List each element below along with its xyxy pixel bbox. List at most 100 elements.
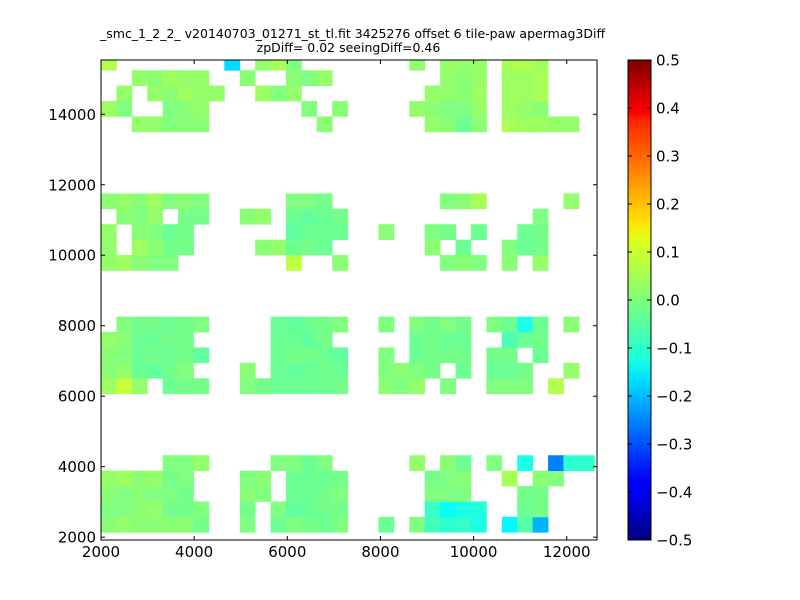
heatmap-cell [131,486,148,502]
heatmap-cell [501,85,518,102]
heatmap-cell [178,101,194,117]
heatmap-cell [532,501,549,518]
heatmap-cell [501,332,518,348]
heatmap-cell [301,208,318,225]
heatmap-cell [162,116,179,133]
heatmap-cell [532,486,549,502]
heatmap-cell [393,362,410,379]
heatmap-cell [116,347,133,364]
heatmap-cell [162,239,179,256]
heatmap-cell [316,332,333,348]
y-tick-label: 8000 [58,317,96,335]
heatmap-cell [255,208,271,225]
heatmap-cell [116,332,133,348]
heatmap-cell [501,516,518,533]
heatmap-cell [301,193,318,210]
heatmap-cell [147,332,164,348]
heatmap-cell [424,486,441,502]
heatmap-cell [517,455,534,472]
heatmap-cell [116,316,133,333]
heatmap-cell [409,332,426,348]
heatmap-cell [285,470,302,487]
heatmap-cell [409,378,426,395]
heatmap-cell [332,516,349,533]
heatmap-cell [332,347,349,364]
colorbar-tick-label: 0.4 [656,100,680,118]
heatmap-cell [517,70,534,87]
heatmap-cell [532,239,549,256]
heatmap-cell [301,455,318,472]
heatmap-cell [131,516,148,533]
heatmap-cell [147,70,164,87]
heatmap-cell [270,516,287,533]
heatmap-cell [285,516,302,533]
heatmap-cell [517,116,534,133]
heatmap-cell [378,316,395,333]
heatmap-cell [532,332,549,348]
heatmap-cell [239,470,256,487]
heatmap-cell [101,239,117,256]
heatmap-cell [101,501,117,518]
heatmap-cell [178,224,194,241]
heatmap-cell [270,332,287,348]
heatmap-cell [470,224,487,241]
heatmap-cell [455,239,472,256]
heatmap-cell [255,470,271,487]
heatmap-cell [424,101,441,117]
heatmap-cell [178,332,194,348]
heatmap-cell [517,224,534,241]
heatmap-cell [101,332,117,348]
heatmap-cell [270,455,287,472]
heatmap-cell [270,239,287,256]
heatmap-cell [193,101,210,117]
heatmap-cell [301,486,318,502]
heatmap-cell [424,501,441,518]
heatmap-cell [332,255,349,271]
heatmap-cell [116,378,133,395]
heatmap-cell [563,455,580,472]
heatmap-cell [517,486,534,502]
heatmap-cell [532,224,549,241]
heatmap-cell [424,224,441,241]
heatmap-cell [131,347,148,364]
heatmap-cell [455,60,472,71]
heatmap-cell [131,470,148,487]
heatmap-cell [470,255,487,271]
heatmap-cell [378,378,395,395]
heatmap-cell [548,455,564,472]
heatmap-cell [147,486,164,502]
heatmap-cell [440,332,456,348]
heatmap-cell [255,239,271,256]
heatmap-cell [440,60,456,71]
heatmap-cell [409,316,426,333]
heatmap-cell [270,60,287,71]
heatmap-cell [285,347,302,364]
heatmap-cell [378,224,395,241]
heatmap-cell [548,470,564,487]
heatmap-cell [270,316,287,333]
heatmap-cell [316,116,333,133]
heatmap-cell [285,501,302,518]
heatmap-cell [147,362,164,379]
heatmap-cell [101,362,117,379]
heatmap-cell [162,347,179,364]
heatmap-cell [532,116,549,133]
heatmap-cell [255,60,271,71]
heatmap-cell [455,516,472,533]
heatmap-cell [517,316,534,333]
heatmap-cell [178,516,194,533]
heatmap-cell [501,255,518,271]
colorbar-tick-label: −0.4 [656,484,692,502]
heatmap-cell [455,486,472,502]
chart-subtitle: zpDiff= 0.02 seeingDiff=0.46 [256,40,441,55]
heatmap-cell [470,101,487,117]
colorbar-tick-label: −0.5 [656,532,692,550]
heatmap-cell [409,362,426,379]
heatmap-cell [301,347,318,364]
heatmap-cell [440,516,456,533]
y-tick-label: 14000 [48,106,96,124]
heatmap-cell [178,470,194,487]
heatmap-cell [255,378,271,395]
heatmap-cell [455,85,472,102]
heatmap-cell [440,193,456,210]
